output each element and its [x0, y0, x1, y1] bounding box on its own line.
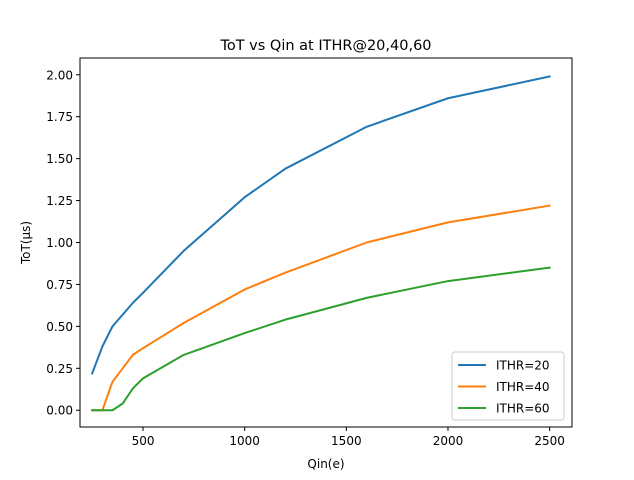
x-tick-label: 1000 [229, 434, 260, 448]
y-tick-label: 1.25 [46, 194, 73, 208]
y-tick-label: 2.00 [46, 68, 73, 82]
x-axis: 500 1000 1500 2000 2500 [132, 427, 565, 448]
x-tick-label: 1500 [331, 434, 362, 448]
y-axis: 0.00 0.25 0.50 0.75 1.00 1.25 1.50 1.75 2.00 [46, 68, 80, 418]
y-tick-label: 0.00 [46, 404, 73, 418]
series-line-2 [91, 204, 551, 412]
legend-label-1: ITHR=20 [496, 359, 550, 373]
legend-label-3: ITHR=60 [496, 402, 550, 416]
y-tick-label: 1.75 [46, 110, 73, 124]
y-tick-label: 0.25 [46, 362, 73, 376]
x-tick-label: 500 [132, 434, 155, 448]
y-tick-label: 1.50 [46, 152, 73, 166]
y-axis-label: ToT(μs) [19, 221, 33, 265]
x-axis-label: Qin(e) [307, 457, 344, 471]
y-tick-label: 0.50 [46, 320, 73, 334]
series-line-1 [90, 75, 551, 375]
y-tick-label: 1.00 [46, 236, 73, 250]
legend-box [451, 351, 565, 421]
y-tick-label: 0.75 [46, 278, 73, 292]
series-layer [90, 75, 551, 412]
x-tick-label: 2500 [534, 434, 565, 448]
chart-title: ToT vs Qin at ITHR@20,40,60 [219, 38, 431, 54]
legend-label-2: ITHR=40 [496, 380, 550, 394]
series-line-3 [91, 266, 551, 412]
legend: ITHR=20 ITHR=40 ITHR=60 [451, 351, 565, 421]
x-tick-label: 2000 [433, 434, 464, 448]
